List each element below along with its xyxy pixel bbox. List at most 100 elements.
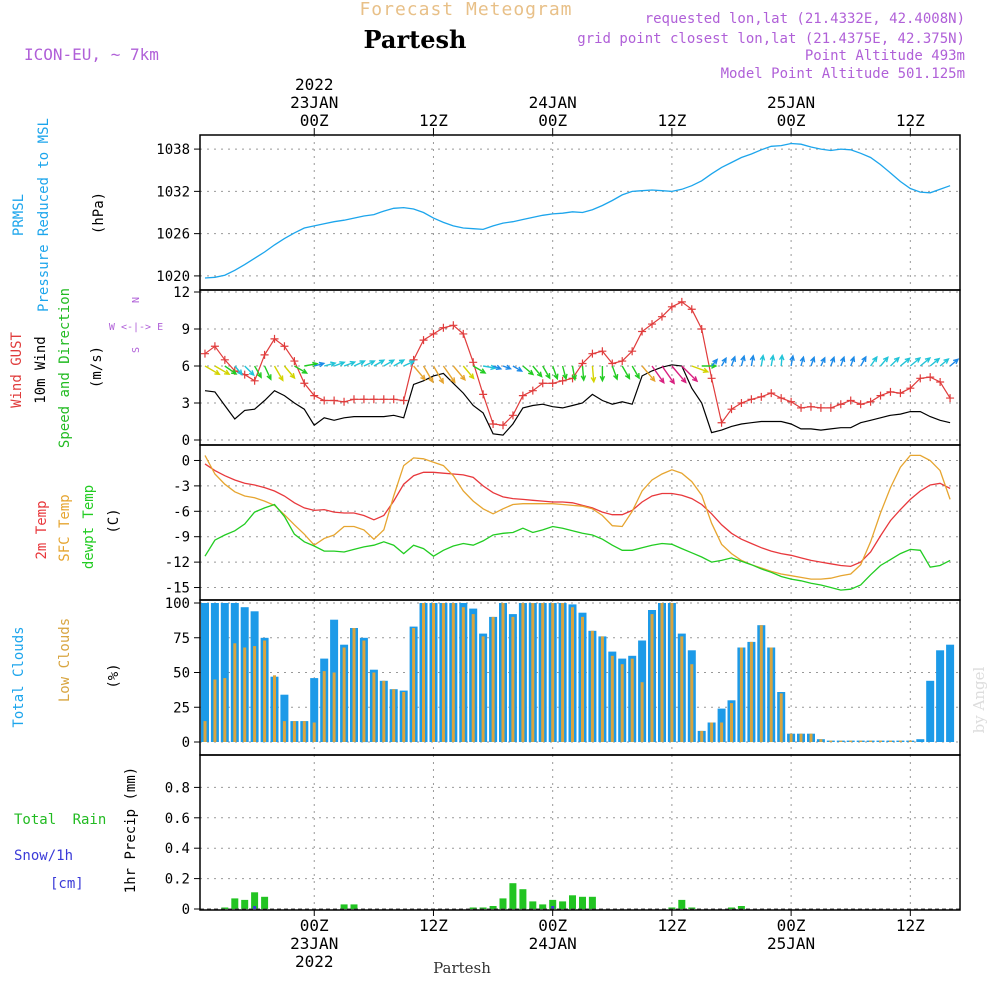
low-cloud-bar xyxy=(302,721,306,742)
gust-marker xyxy=(518,391,527,400)
rain-bar xyxy=(221,907,229,909)
gust-marker xyxy=(657,312,666,321)
gust-marker xyxy=(359,395,368,404)
wind-arrow xyxy=(244,365,255,377)
gust-marker xyxy=(449,321,458,330)
gust-marker xyxy=(588,349,597,358)
y-tick-label: -12 xyxy=(165,555,190,571)
y-tick-label: 6 xyxy=(182,359,190,375)
y-tick-label: 12 xyxy=(173,285,190,301)
gust-marker xyxy=(300,379,309,388)
y-tick-label: 1032 xyxy=(156,184,190,200)
dewpt-label: dewpt Temp xyxy=(81,485,97,569)
wind-arrow xyxy=(462,365,475,380)
wind-arrow xyxy=(224,365,238,375)
gust-line xyxy=(204,301,951,426)
wind-arrow xyxy=(799,355,806,367)
gust-marker xyxy=(260,350,269,359)
wind-arrow xyxy=(839,355,846,367)
gust-marker xyxy=(777,394,786,403)
wind-arrow xyxy=(383,359,396,367)
wind-arrow xyxy=(919,356,932,367)
hpa-unit: (hPa) xyxy=(91,192,107,234)
wind-arrow xyxy=(283,365,296,380)
wind-arrow xyxy=(393,359,406,367)
low-cloud-bar xyxy=(849,740,853,742)
ms-unit: (m/s) xyxy=(89,346,105,388)
total-cloud-bar xyxy=(946,644,955,742)
total-cloud-bar xyxy=(201,603,209,742)
gust-marker xyxy=(280,342,289,351)
low-cloud-bar xyxy=(879,740,882,742)
wind-arrow xyxy=(214,365,231,376)
wind-arrow xyxy=(253,365,262,379)
low-cloud-bar xyxy=(690,664,694,742)
wind-arrow xyxy=(870,355,878,367)
time-label-bottom: 12Z xyxy=(657,916,686,935)
wind-arrow xyxy=(671,365,687,384)
low-cloud-bar xyxy=(670,603,674,742)
low-cloud-bar xyxy=(710,722,714,742)
wind-arrow xyxy=(482,364,497,371)
y-tick-label: 0 xyxy=(182,453,190,469)
low-cloud-bar xyxy=(491,616,495,742)
time-label-top: 00Z xyxy=(538,111,567,130)
wind-arrow xyxy=(432,365,445,385)
low-cloud-bar xyxy=(521,603,525,742)
gust-marker xyxy=(797,403,806,412)
low-cloud-bar xyxy=(282,721,286,742)
wind-arrow xyxy=(599,366,606,383)
snow-bar xyxy=(551,906,555,909)
gust-marker xyxy=(369,395,378,404)
gust-marker xyxy=(836,400,845,409)
gust-marker xyxy=(290,357,299,366)
gust-marker xyxy=(946,394,955,403)
total-cloud-bar xyxy=(220,603,229,742)
low-cloud-bar xyxy=(799,733,803,742)
total-cloud-bar xyxy=(310,678,319,742)
gust-marker xyxy=(270,334,279,343)
wind-arrow xyxy=(769,354,776,367)
low-cloud-bar xyxy=(600,636,604,742)
prmsl-line xyxy=(204,142,951,279)
gust-marker xyxy=(757,392,766,401)
low-cloud-bar xyxy=(402,692,406,742)
low-cloud-bar xyxy=(581,616,584,742)
low-cloud-bar xyxy=(253,646,257,742)
low-cloud-bar xyxy=(739,647,743,742)
wind-arrow xyxy=(720,356,727,367)
wind-arrow xyxy=(929,357,941,367)
pressure-label: Pressure Reduced to MSL xyxy=(36,118,52,312)
gust-marker xyxy=(906,384,915,393)
rain-bar xyxy=(509,883,517,909)
gust-marker xyxy=(916,374,925,383)
time-label-bottom: 23JAN xyxy=(290,934,338,953)
wind-arrow xyxy=(314,361,326,368)
info-line-4: Model Point Altitude 501.125m xyxy=(721,66,965,82)
tsfc-label: SFC Temp xyxy=(57,494,73,561)
gust-marker xyxy=(429,329,438,338)
total-cloud-bar xyxy=(926,680,935,742)
wind-arrow xyxy=(561,365,568,381)
y-tick-label: -3 xyxy=(173,479,190,495)
low-cloud-bar xyxy=(481,636,485,742)
wind-arrow xyxy=(829,355,836,367)
rain-bar xyxy=(340,904,348,909)
gust-marker xyxy=(340,397,349,406)
wind-arrow xyxy=(373,359,386,367)
gust-marker xyxy=(528,386,537,395)
time-label-top: 12Z xyxy=(657,111,686,130)
rain-bar xyxy=(350,904,358,909)
gust-marker xyxy=(598,347,607,356)
low-cloud-bar xyxy=(422,603,425,742)
gust-marker xyxy=(826,403,835,412)
rain-bar xyxy=(519,889,527,909)
wind-arrow xyxy=(939,357,950,367)
y-tick-label: 1026 xyxy=(156,227,190,243)
gust-marker xyxy=(727,405,736,414)
wind-speed-dir-label: Speed and Direction xyxy=(57,288,73,448)
low-cloud-bar xyxy=(571,607,574,742)
wind-arrow xyxy=(740,354,746,367)
rain-bar xyxy=(737,906,745,909)
low-cloud-bar xyxy=(223,678,227,742)
